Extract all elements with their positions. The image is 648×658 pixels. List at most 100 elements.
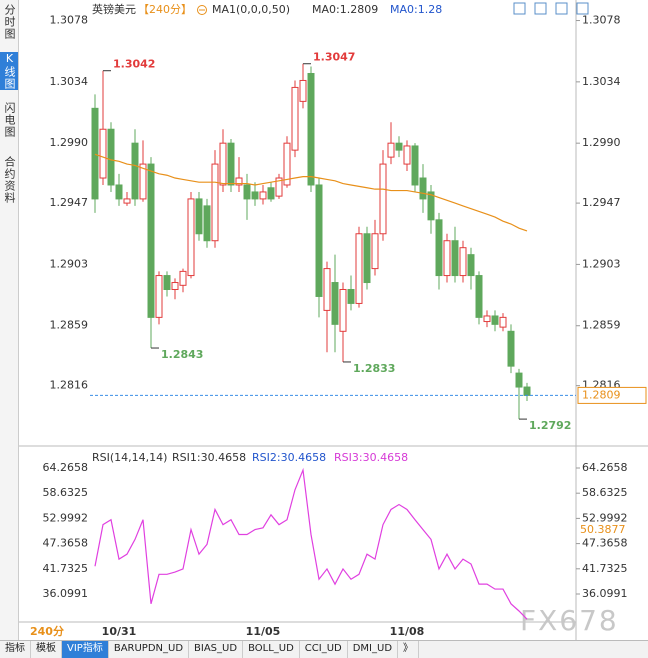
y-tick-label-right: 1.2859 (582, 319, 621, 332)
candle-body (523, 386, 531, 396)
bottom-tab[interactable]: BARUPDN_UD (109, 641, 190, 658)
y-tick-label-right: 41.7325 (582, 562, 628, 575)
y-tick-label-right: 64.2658 (582, 461, 628, 474)
tool-icon[interactable] (576, 2, 589, 15)
candle-body (307, 72, 315, 186)
y-tick-label: 41.7325 (43, 562, 89, 575)
period: 【240分】 (138, 3, 192, 16)
y-tick-label-right: 1.2990 (582, 136, 621, 149)
candle-body (331, 282, 339, 325)
toolbar-icons (513, 2, 589, 15)
timeframe[interactable]: 240分 (30, 624, 64, 638)
candle-body (243, 184, 251, 200)
candle-body (387, 142, 395, 158)
candle-body (491, 315, 499, 325)
candle-body (267, 187, 275, 200)
candle-body (187, 198, 195, 277)
bottom-tab[interactable]: DMI_UD (348, 641, 399, 658)
y-tick-label-right: 36.0991 (582, 587, 628, 600)
y-tick-label-right: 47.3658 (582, 537, 628, 550)
y-tick-label: 64.2658 (43, 461, 89, 474)
y-tick-label-right: 1.3034 (582, 75, 621, 88)
x-tick-label: 10/31 (102, 625, 137, 638)
y-tick-label-right: 52.9992 (582, 511, 628, 524)
candle-body (219, 142, 227, 186)
candle-body (323, 268, 331, 311)
y-tick-label-right: 1.3078 (582, 14, 621, 27)
candle-body (355, 233, 363, 304)
candle-body (315, 184, 323, 297)
ma-toggle-icon[interactable] (197, 5, 207, 15)
candle-body (275, 177, 283, 197)
y-tick-label: 1.2859 (50, 319, 89, 332)
candle-body (411, 145, 419, 186)
candle-body (99, 128, 107, 179)
watermark: FX678 (520, 604, 619, 637)
candle-body (91, 107, 99, 200)
bottom-tab[interactable]: CCI_UD (300, 641, 348, 658)
rsi-title: RSI(14,14,14) (92, 451, 167, 464)
candle-body (195, 198, 203, 235)
candle-body (299, 79, 307, 102)
extreme-label: 1.2843 (161, 348, 203, 361)
candle-body (435, 219, 443, 277)
x-tick-label: 11/08 (390, 625, 425, 638)
legend-entry: RSI1:30.4658 (172, 451, 246, 464)
ma-value-short: MA0:1.28 (390, 3, 442, 16)
tool-icon[interactable] (534, 2, 547, 15)
candle-body (467, 254, 475, 277)
ma-value: MA0:1.2809 (312, 3, 378, 16)
candle-body (139, 163, 147, 200)
y-tick-label: 1.2947 (50, 196, 89, 209)
tool-icon[interactable] (555, 2, 568, 15)
candle-body (347, 288, 355, 304)
y-tick-label: 1.2903 (50, 257, 89, 270)
candle-body (235, 177, 243, 186)
sidebar-tab[interactable]: K线图 (0, 52, 18, 90)
candle-body (427, 191, 435, 221)
candle-body (203, 205, 211, 242)
bottom-tab[interactable]: 指标 (0, 641, 31, 658)
candle-body (443, 240, 451, 277)
y-tick-label: 1.3078 (50, 14, 89, 27)
y-tick-label: 1.2816 (50, 379, 89, 392)
y-tick-label-right: 1.2947 (582, 196, 621, 209)
current-price-box (577, 386, 647, 404)
candle-body (507, 330, 515, 367)
rsi-line (94, 467, 528, 620)
sidebar-tab[interactable]: 闪电图 (3, 102, 16, 138)
rsi-marker-label: 50.3877 (580, 523, 626, 536)
candle-body (515, 372, 523, 388)
candle-body (291, 86, 299, 151)
extreme-label: 1.3047 (313, 51, 355, 64)
y-tick-label: 36.0991 (43, 587, 89, 600)
sidebar-tab[interactable]: 合约资料 (3, 156, 16, 204)
candle-body (459, 247, 467, 277)
candle-body (419, 177, 427, 200)
bottom-tab[interactable]: BOLL_UD (243, 641, 300, 658)
tool-icon[interactable] (513, 2, 526, 15)
bottom-tab[interactable]: 》 (398, 641, 420, 658)
candle-body (499, 316, 507, 328)
y-tick-label: 47.3658 (43, 537, 89, 550)
bottom-tab[interactable]: BIAS_UD (189, 641, 244, 658)
y-tick-label-right: 1.2903 (582, 257, 621, 270)
candle-body (259, 191, 267, 200)
candle-body (483, 315, 491, 323)
candle-body (339, 288, 347, 332)
y-tick-label: 1.3034 (50, 75, 89, 88)
bottom-tab[interactable]: 模板 (31, 641, 62, 658)
current-price-label: 1.2809 (582, 388, 621, 401)
extreme-label: 1.2792 (529, 419, 571, 432)
sidebar-tab[interactable]: 分时图 (3, 4, 16, 40)
ma-line (94, 153, 528, 232)
candle-body (107, 128, 115, 186)
candle-body (179, 270, 187, 286)
extreme-label: 1.2833 (353, 362, 395, 375)
candle-body (251, 191, 259, 200)
legend-entry: RSI2:30.4658 (252, 451, 326, 464)
candle-body (451, 240, 459, 277)
x-tick-label: 11/05 (246, 625, 281, 638)
candle-body (475, 275, 483, 318)
bottom-tab[interactable]: VIP指标 (62, 641, 109, 658)
